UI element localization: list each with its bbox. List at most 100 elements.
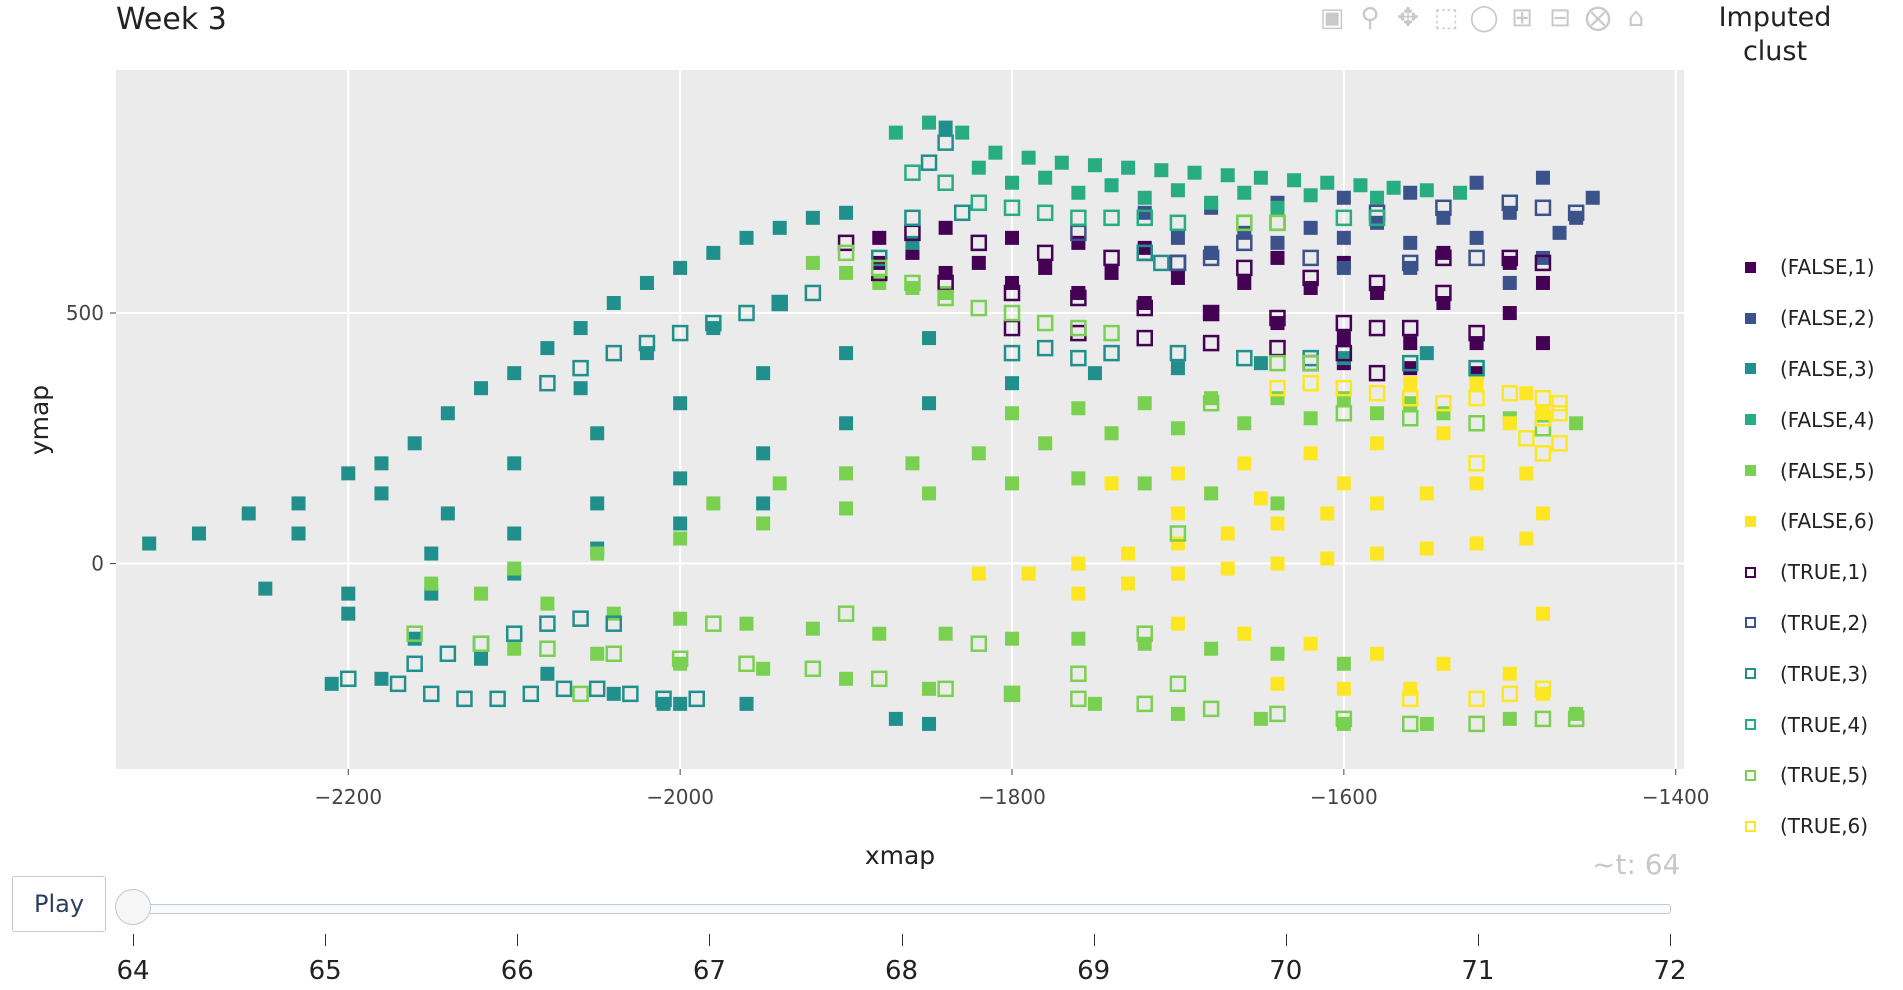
- data-point: [291, 526, 306, 541]
- slider-step-label[interactable]: 70: [1269, 956, 1303, 986]
- data-point: [1005, 631, 1019, 646]
- data-point: [1336, 230, 1351, 245]
- slider-step-label[interactable]: 71: [1461, 956, 1495, 986]
- slider-rail[interactable]: [133, 904, 1671, 914]
- data-point: [1237, 185, 1252, 200]
- slider-tick: [901, 934, 903, 946]
- data-point: [1269, 705, 1286, 723]
- data-point: [938, 220, 953, 235]
- slider-step-label[interactable]: 64: [116, 956, 150, 986]
- legend-item[interactable]: (FALSE,3): [1735, 344, 1875, 395]
- data-point: [655, 690, 672, 708]
- data-point: [671, 650, 689, 668]
- legend-item[interactable]: (FALSE,2): [1735, 293, 1875, 344]
- play-button[interactable]: Play: [12, 876, 106, 932]
- data-point: [1237, 225, 1252, 240]
- legend-item[interactable]: (FALSE,6): [1735, 496, 1875, 547]
- data-point: [1153, 254, 1170, 272]
- box-select-icon[interactable]: ⬚: [1433, 3, 1459, 33]
- zoom-in-icon[interactable]: ⊞: [1511, 3, 1533, 33]
- data-point: [705, 615, 722, 632]
- data-point: [1071, 285, 1086, 300]
- legend-item[interactable]: (TRUE,5): [1735, 750, 1875, 801]
- data-point: [1137, 240, 1152, 255]
- legend-item[interactable]: (TRUE,1): [1735, 547, 1875, 598]
- data-point: [638, 334, 656, 352]
- data-point: [1401, 389, 1419, 407]
- data-point: [1269, 309, 1286, 327]
- slider-tick: [1670, 934, 1671, 946]
- lasso-select-icon[interactable]: ◯: [1469, 3, 1499, 33]
- series-false-6: [971, 376, 1550, 701]
- data-point: [1368, 209, 1386, 227]
- pan-icon[interactable]: ✥: [1397, 3, 1419, 33]
- data-point: [1469, 230, 1484, 245]
- legend-item[interactable]: (TRUE,4): [1735, 699, 1875, 750]
- slider-step-label[interactable]: 72: [1653, 956, 1687, 986]
- data-point: [1036, 339, 1054, 357]
- data-point: [605, 344, 623, 362]
- data-point: [1535, 170, 1550, 185]
- data-point: [606, 606, 621, 621]
- data-point: [1070, 209, 1087, 227]
- data-point: [953, 204, 971, 222]
- data-point: [1368, 274, 1386, 292]
- autoscale-icon[interactable]: ⨂: [1585, 3, 1611, 33]
- legend-item[interactable]: (FALSE,5): [1735, 445, 1875, 496]
- data-point: [739, 696, 754, 711]
- legend-label: (FALSE,4): [1780, 407, 1875, 432]
- data-point: [1403, 376, 1418, 391]
- data-point: [507, 456, 522, 471]
- data-point: [673, 516, 688, 531]
- data-point: [1534, 420, 1552, 437]
- data-point: [1170, 466, 1185, 481]
- data-point: [772, 220, 787, 235]
- data-point: [970, 635, 988, 652]
- data-point: [872, 626, 887, 641]
- data-point: [1501, 685, 1519, 703]
- legend-item[interactable]: (TRUE,6): [1735, 801, 1875, 852]
- data-point: [1368, 364, 1386, 382]
- slider-step-label[interactable]: 67: [692, 956, 726, 986]
- legend-marker: [1745, 566, 1756, 578]
- data-point: [938, 120, 953, 135]
- data-point: [839, 205, 854, 220]
- zoom-icon[interactable]: ⚲: [1360, 3, 1380, 33]
- slider-step-label[interactable]: 66: [500, 956, 534, 986]
- legend-item[interactable]: (FALSE,4): [1735, 394, 1875, 445]
- data-point: [1435, 284, 1452, 302]
- data-point: [1401, 690, 1419, 708]
- data-point: [1087, 366, 1102, 381]
- slider-step-label[interactable]: 69: [1077, 956, 1111, 986]
- data-point: [573, 321, 588, 336]
- legend-label: (FALSE,5): [1780, 458, 1875, 483]
- legend-item[interactable]: (TRUE,3): [1735, 648, 1875, 699]
- data-point: [937, 680, 954, 698]
- data-point: [1202, 304, 1220, 322]
- camera-icon[interactable]: ▣: [1319, 3, 1345, 33]
- data-point: [1370, 546, 1385, 561]
- data-point: [837, 234, 855, 252]
- data-point: [1534, 680, 1552, 698]
- data-point: [1336, 716, 1351, 731]
- data-point: [872, 255, 887, 270]
- data-point: [839, 466, 854, 481]
- slider-handle[interactable]: [115, 889, 151, 925]
- data-point: [1071, 401, 1086, 416]
- zoom-out-icon[interactable]: ⊟: [1549, 3, 1571, 33]
- data-point: [804, 284, 822, 302]
- data-point: [1502, 275, 1517, 290]
- reset-axes-icon[interactable]: ⌂: [1627, 3, 1645, 33]
- slider-step-label[interactable]: 65: [308, 956, 342, 986]
- data-point: [1368, 384, 1386, 402]
- data-point: [1502, 255, 1517, 270]
- data-point: [472, 635, 490, 652]
- data-point: [1468, 389, 1485, 407]
- data-point: [1005, 476, 1019, 491]
- slider-step-label[interactable]: 68: [884, 956, 919, 986]
- legend-item[interactable]: (TRUE,2): [1735, 598, 1875, 649]
- data-point: [439, 645, 457, 663]
- data-point: [573, 381, 588, 396]
- legend-item[interactable]: (FALSE,1): [1735, 242, 1875, 293]
